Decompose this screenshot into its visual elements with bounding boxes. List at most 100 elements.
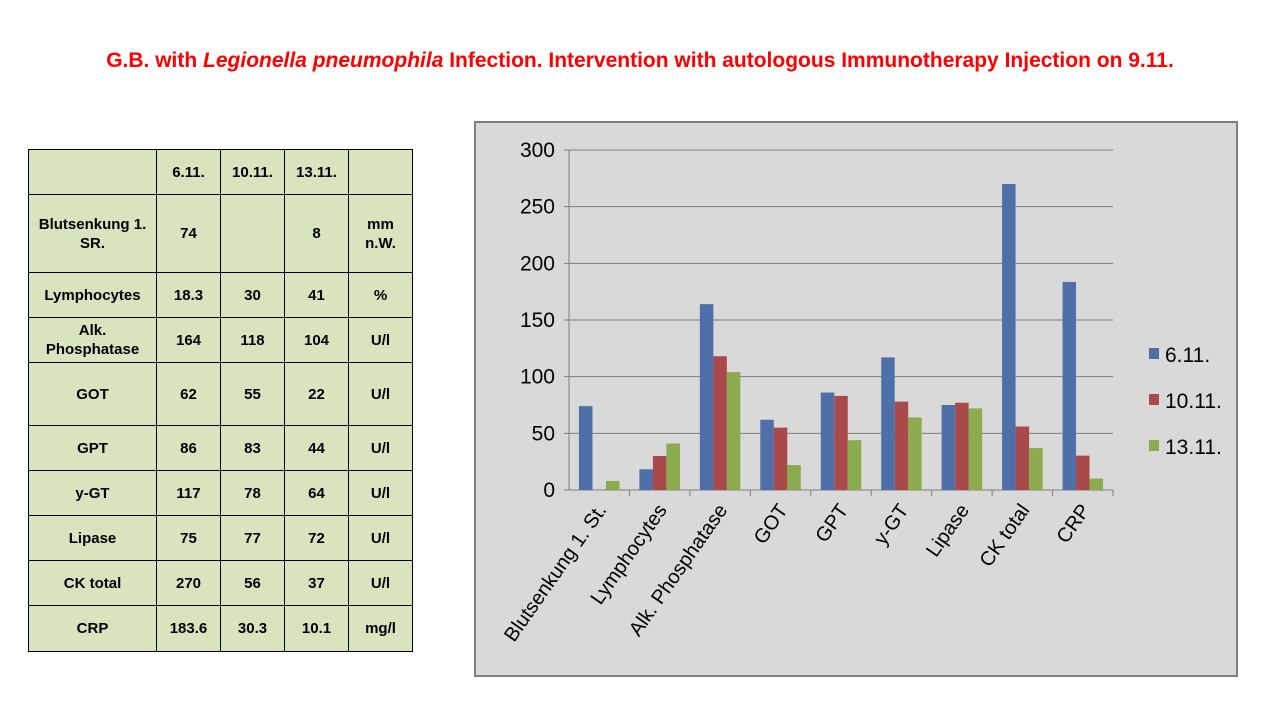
table-cell: 30 (220, 272, 285, 318)
row-label: Lipase (28, 515, 157, 561)
bar (955, 402, 969, 490)
table-row: CK total 270 56 37 U/l (28, 560, 413, 606)
x-tick-label: Lipase (922, 500, 974, 561)
bar (894, 401, 909, 490)
table-cell: 41 (284, 272, 349, 318)
slide-title: G.B. with Legionella pneumophila Infecti… (40, 46, 1240, 75)
title-suffix: Infection. Intervention with autologous … (443, 49, 1174, 72)
bar (666, 443, 680, 490)
table-header-row: 6.11. 10.11. 13.11. (28, 149, 413, 195)
bar (881, 357, 895, 490)
row-label: GPT (28, 425, 157, 471)
bar (820, 392, 835, 490)
legend-label: 13.11. (1165, 436, 1222, 459)
y-tick-label: 250 (520, 196, 555, 219)
title-prefix: G.B. with (106, 49, 204, 72)
table-cell: 30.3 (220, 605, 285, 652)
bar (1062, 281, 1077, 490)
bar (605, 480, 620, 490)
y-tick-label: 300 (520, 139, 555, 162)
header-cell: 13.11. (284, 149, 349, 195)
table-cell: 183.6 (156, 605, 221, 652)
bar (941, 405, 956, 490)
x-tick-label: CRP (1053, 500, 1095, 547)
table-row: GOT 62 55 22 U/l (28, 362, 413, 426)
legend-swatch (1149, 440, 1159, 451)
chart-frame: 0 50 100 150 200 250 300 Blutsenkung 1. St. Lymp… (474, 121, 1238, 677)
bar (847, 440, 862, 490)
bar (699, 304, 714, 490)
table-row: GPT 86 83 44 U/l (28, 425, 413, 471)
table-cell: 10.1 (284, 605, 349, 652)
table-cell: 86 (156, 425, 221, 471)
row-label: GOT (28, 362, 157, 426)
table-cell: 75 (156, 515, 221, 561)
table-cell: 270 (156, 560, 221, 606)
header-cell (28, 149, 157, 195)
y-tick-label: 50 (532, 422, 555, 445)
bar (1089, 478, 1104, 490)
table-cell: 78 (220, 470, 285, 516)
table-cell: 117 (156, 470, 221, 516)
bar (1002, 184, 1016, 490)
row-unit: mg/l (348, 605, 413, 652)
table-row: Lipase 75 77 72 U/l (28, 515, 413, 561)
bar (968, 408, 983, 490)
bar (652, 456, 667, 490)
legend-label: 6.11. (1165, 344, 1210, 367)
row-unit: % (348, 272, 413, 318)
table-cell: 55 (220, 362, 285, 426)
y-tick-label: 0 (543, 479, 555, 502)
bar (834, 395, 848, 490)
legend-swatch (1149, 348, 1159, 359)
bar (773, 427, 788, 490)
row-label: CK total (28, 560, 157, 606)
table-row: CRP 183.6 30.3 10.1 mg/l (28, 605, 413, 652)
table-cell (220, 194, 285, 273)
row-label: CRP (28, 605, 157, 652)
row-unit: U/l (348, 425, 413, 471)
title-organism: Legionella pneumophila (203, 49, 444, 72)
x-tick-label: CK total (976, 500, 1035, 571)
table-cell: 64 (284, 470, 349, 516)
row-unit: U/l (348, 470, 413, 516)
table-cell: 37 (284, 560, 349, 606)
table-cell: 56 (220, 560, 285, 606)
table-row: Lymphocytes 18.3 30 41 % (28, 272, 413, 318)
bar (787, 465, 801, 490)
bar (1029, 448, 1043, 490)
legend-swatch (1149, 394, 1159, 405)
header-cell: 10.11. (220, 149, 285, 195)
table-cell: 83 (220, 425, 285, 471)
x-tick-label: GOT (750, 500, 793, 548)
table-cell: 104 (284, 317, 349, 363)
table-row: Alk. Phosphatase 164 118 104 U/l (28, 317, 413, 363)
bar (726, 372, 741, 490)
row-unit: U/l (348, 362, 413, 426)
bar (908, 417, 922, 490)
bar (578, 406, 593, 490)
y-tick-label: 200 (520, 252, 555, 275)
table-row: Blutsenkung 1. SR. 74 8 mm n.W. (28, 194, 413, 273)
header-cell (348, 149, 413, 195)
bar (1015, 426, 1030, 490)
x-tick-label: Blutsenkung 1. St. (500, 500, 611, 646)
bar (639, 469, 653, 490)
x-tick-label: GPT (811, 500, 853, 546)
header-cell: 6.11. (156, 149, 221, 195)
table-cell: 8 (284, 194, 349, 273)
table-cell: 118 (220, 317, 285, 363)
row-label: Blutsenkung 1. SR. (28, 194, 157, 273)
row-label: y-GT (28, 470, 157, 516)
bar (713, 356, 727, 490)
row-label: Lymphocytes (28, 272, 157, 318)
row-unit: mm n.W. (348, 194, 413, 273)
legend-label: 10.11. (1165, 390, 1222, 413)
table-cell: 164 (156, 317, 221, 363)
table-cell: 18.3 (156, 272, 221, 318)
table-row: y-GT 117 78 64 U/l (28, 470, 413, 516)
row-unit: U/l (348, 515, 413, 561)
table-cell: 22 (284, 362, 349, 426)
row-unit: U/l (348, 560, 413, 606)
